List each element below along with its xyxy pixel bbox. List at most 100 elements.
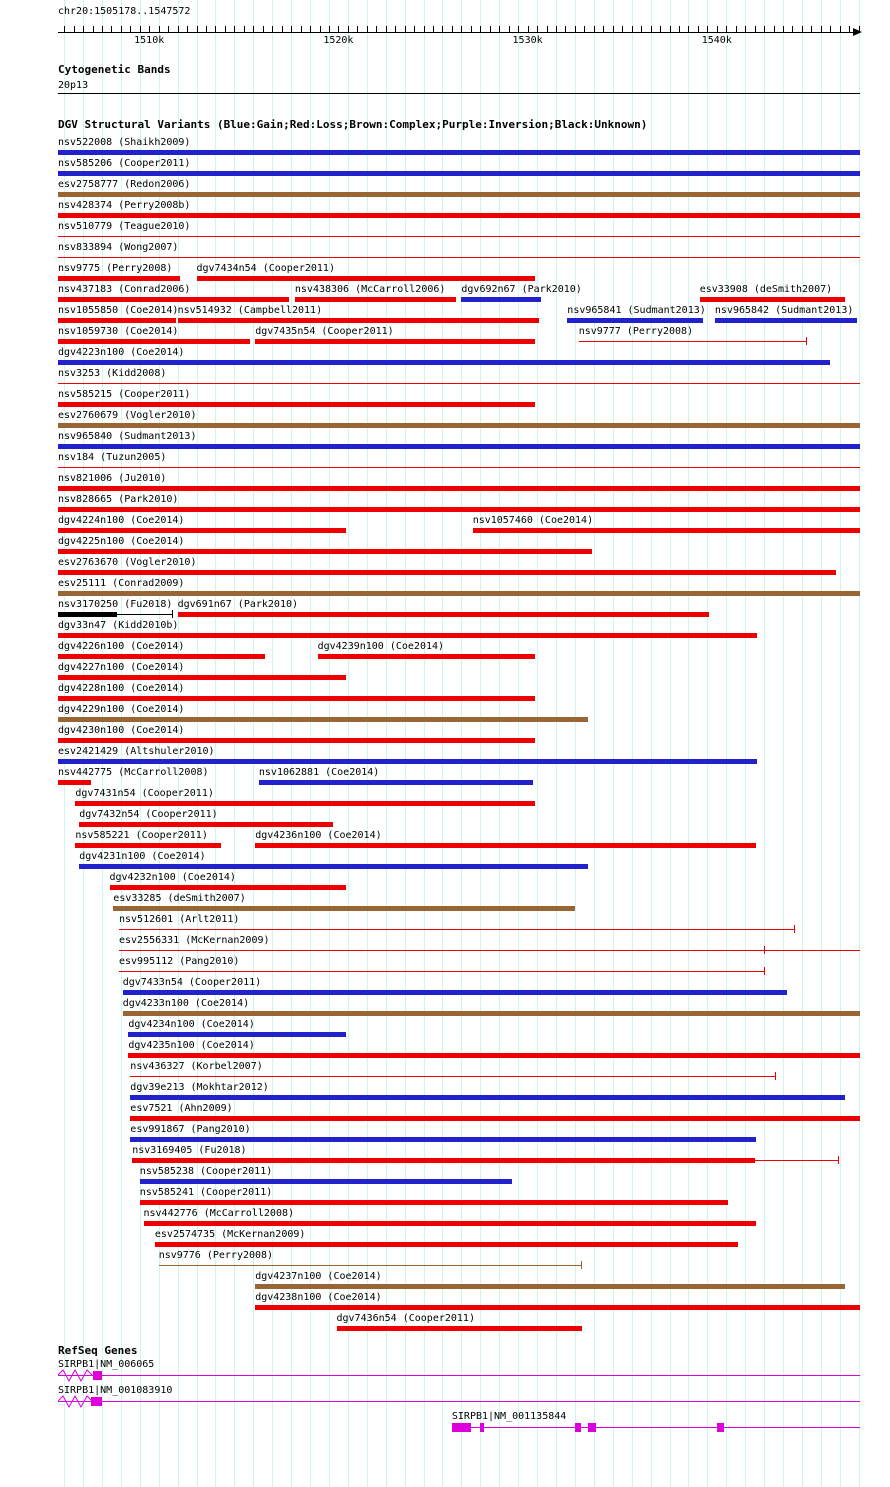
gene-label[interactable]: SIRPB1|NM_001083910 [58, 1385, 173, 1396]
variant-line[interactable] [58, 257, 860, 258]
variant-bar[interactable] [122, 990, 787, 995]
variant-label[interactable]: dgv4237n100 (Coe2014) [255, 1271, 382, 1282]
variant-label[interactable]: nsv522008 (Shaikh2009) [58, 137, 191, 148]
variant-label[interactable]: nsv1062881 (Coe2014) [258, 767, 380, 778]
variant-label[interactable]: dgv4224n100 (Coe2014) [58, 515, 185, 526]
variant-line[interactable] [58, 236, 860, 237]
variant-label[interactable]: nsv510779 (Teague2010) [58, 221, 191, 232]
variant-bar[interactable] [714, 318, 857, 323]
variant-label[interactable]: dgv7431n54 (Cooper2011) [75, 788, 214, 799]
variant-bar[interactable] [255, 1305, 860, 1310]
variant-bar[interactable] [122, 1011, 860, 1016]
variant-label[interactable]: nsv828665 (Park2010) [58, 494, 179, 505]
variant-bar[interactable] [58, 717, 589, 722]
variant-bar[interactable] [130, 1095, 846, 1100]
variant-line[interactable] [58, 383, 860, 384]
variant-label[interactable]: nsv965841 (Sudmant2013) [567, 305, 706, 316]
variant-label[interactable]: nsv821006 (Ju2010) [58, 473, 167, 484]
variant-label[interactable]: dgv4231n100 (Coe2014) [79, 851, 206, 862]
variant-label[interactable]: dgv7435n54 (Cooper2011) [255, 326, 394, 337]
variant-bar[interactable] [58, 570, 836, 575]
variant-line[interactable] [130, 1076, 776, 1077]
variant-label[interactable]: dgv692n67 (Park2010) [461, 284, 582, 295]
variant-bar[interactable] [143, 1221, 757, 1226]
variant-label[interactable]: dgv4229n100 (Coe2014) [58, 704, 185, 715]
variant-bar[interactable] [79, 864, 589, 869]
variant-label[interactable]: esv7521 (Ahn2009) [130, 1103, 233, 1114]
variant-line[interactable] [158, 1265, 581, 1266]
variant-label[interactable]: dgv4230n100 (Coe2014) [58, 725, 185, 736]
variant-bar[interactable] [255, 339, 536, 344]
variant-label[interactable]: nsv514932 (Campbell2011) [177, 305, 323, 316]
variant-label[interactable]: esv995112 (Pang2010) [119, 956, 240, 967]
variant-bar[interactable] [58, 276, 180, 281]
variant-label[interactable]: dgv7434n54 (Cooper2011) [196, 263, 335, 274]
variant-bar[interactable] [58, 318, 176, 323]
variant-label[interactable]: dgv4239n100 (Coe2014) [317, 641, 445, 652]
variant-bar[interactable] [58, 528, 346, 533]
gene-exon[interactable] [716, 1423, 725, 1432]
variant-label[interactable]: esv2421429 (Altshuler2010) [58, 746, 215, 757]
variant-label[interactable]: nsv9775 (Perry2008) [58, 263, 173, 274]
variant-bar[interactable] [130, 1116, 860, 1121]
variant-label[interactable]: nsv3170250 (Fu2018) [58, 599, 173, 610]
variant-label[interactable]: dgv7433n54 (Cooper2011) [122, 977, 262, 988]
variant-bar[interactable] [58, 360, 831, 365]
variant-label[interactable]: dgv33n47 (Kidd2010b) [58, 620, 179, 631]
variant-bar[interactable] [317, 654, 536, 659]
variant-label[interactable]: nsv512601 (Arlt2011) [119, 914, 240, 925]
variant-label[interactable]: esv2758777 (Redon2006) [58, 179, 191, 190]
gene-exon[interactable] [92, 1371, 102, 1380]
variant-bar[interactable] [461, 297, 541, 302]
variant-label[interactable]: nsv3253 (Kidd2008) [58, 368, 167, 379]
variant-label[interactable]: dgv4232n100 (Coe2014) [109, 872, 236, 883]
variant-label[interactable]: esv2574735 (McKernan2009) [154, 1229, 306, 1240]
variant-bar[interactable] [58, 591, 860, 596]
variant-bar[interactable] [567, 318, 704, 323]
variant-label[interactable]: nsv585221 (Cooper2011) [75, 830, 208, 841]
variant-label[interactable]: nsv1057460 (Coe2014) [472, 515, 594, 526]
variant-bar[interactable] [58, 150, 860, 155]
variant-bar[interactable] [58, 738, 536, 743]
variant-label[interactable]: nsv3169405 (Fu2018) [132, 1145, 247, 1156]
variant-label[interactable]: esv33908 (deSmith2007) [699, 284, 833, 295]
variant-label[interactable]: nsv438306 (McCarroll2006) [294, 284, 446, 295]
variant-bar[interactable] [58, 192, 860, 197]
variant-bar[interactable] [58, 423, 860, 428]
variant-bar[interactable] [58, 339, 250, 344]
gene-label[interactable]: SIRPB1|NM_001135844 [451, 1411, 567, 1422]
variant-bar[interactable] [113, 906, 575, 911]
variant-bar[interactable] [75, 801, 536, 806]
variant-label[interactable]: esv25111 (Conrad2009) [58, 578, 185, 589]
variant-label[interactable]: nsv9776 (Perry2008) [158, 1250, 274, 1261]
gene-exon[interactable] [574, 1423, 581, 1432]
variant-bar[interactable] [58, 402, 536, 407]
variant-label[interactable]: dgv4225n100 (Coe2014) [58, 536, 185, 547]
variant-bar[interactable] [58, 780, 91, 785]
variant-bar[interactable] [58, 297, 290, 302]
variant-bar[interactable] [58, 444, 860, 449]
variant-label[interactable]: nsv428374 (Perry2008b) [58, 200, 191, 211]
variant-label[interactable]: esv991867 (Pang2010) [130, 1124, 251, 1135]
variant-line[interactable] [578, 341, 806, 342]
variant-label[interactable]: dgv4238n100 (Coe2014) [255, 1292, 382, 1303]
variant-label[interactable]: nsv965840 (Sudmant2013) [58, 431, 197, 442]
variant-label[interactable]: dgv4226n100 (Coe2014) [58, 641, 185, 652]
variant-label[interactable]: dgv4223n100 (Coe2014) [58, 347, 185, 358]
variant-bar[interactable] [132, 1158, 755, 1163]
variant-bar[interactable] [258, 780, 534, 785]
variant-label[interactable]: nsv1055850 (Coe2014) [58, 305, 179, 316]
variant-bar[interactable] [130, 1137, 757, 1142]
variant-label[interactable]: nsv585241 (Cooper2011) [139, 1187, 273, 1198]
variant-label[interactable]: dgv4236n100 (Coe2014) [255, 830, 382, 841]
variant-bar[interactable] [336, 1326, 583, 1331]
variant-label[interactable]: dgv691n67 (Park2010) [177, 599, 299, 610]
variant-bar[interactable] [109, 885, 346, 890]
variant-label[interactable]: nsv437183 (Conrad2006) [58, 284, 191, 295]
variant-bar[interactable] [58, 675, 346, 680]
variant-bar[interactable] [58, 612, 118, 617]
variant-bar[interactable] [472, 528, 860, 533]
variant-label[interactable]: esv2760679 (Vogler2010) [58, 410, 197, 421]
variant-bar[interactable] [79, 822, 333, 827]
variant-bar[interactable] [699, 297, 846, 302]
